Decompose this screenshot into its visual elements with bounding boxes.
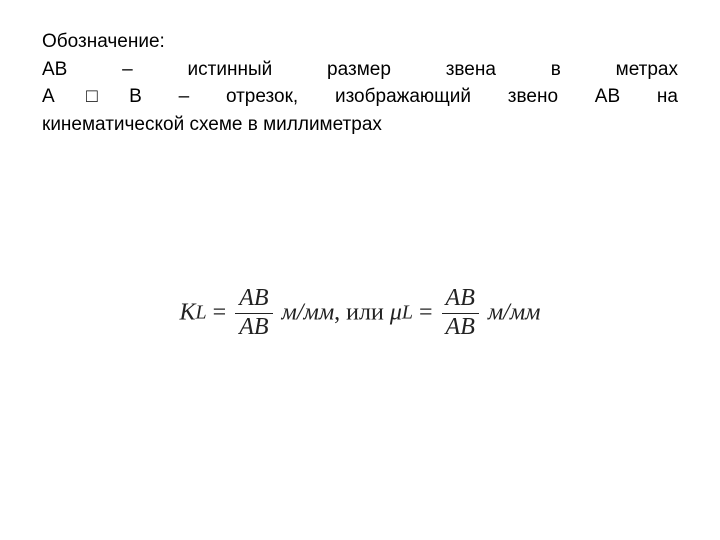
- unit2: м/мм: [482, 300, 541, 326]
- frac1-num: AB: [235, 285, 272, 313]
- sep: , или: [334, 300, 390, 326]
- formula-block: KL = ABAB м/мм, или μL = ABAB м/мм: [0, 285, 720, 341]
- sym-K: K: [180, 300, 196, 326]
- frac2-num: AB: [442, 285, 479, 313]
- heading-line: Обозначение:: [42, 28, 678, 56]
- eq2: =: [413, 300, 439, 326]
- sub-L2: L: [402, 302, 413, 324]
- sub-L1: L: [196, 302, 207, 324]
- formula: KL = ABAB м/мм, или μL = ABAB м/мм: [180, 285, 541, 341]
- fraction-1: ABAB: [235, 285, 272, 341]
- def-line-1: АВ – истинный размер звена в метрах: [42, 56, 678, 84]
- sym-mu: μ: [390, 300, 402, 326]
- def-line-2: А□В – отрезок, изображающий звено АВ на: [42, 83, 678, 111]
- frac1-den: AB: [235, 313, 272, 342]
- eq1: =: [207, 300, 233, 326]
- unit1: м/мм: [276, 300, 335, 326]
- fraction-2: ABAB: [442, 285, 479, 341]
- frac2-den: AB: [442, 313, 479, 342]
- page: Обозначение: АВ – истинный размер звена …: [0, 0, 720, 540]
- def-line-3: кинематической схеме в миллиметрах: [42, 111, 678, 139]
- definition-block: Обозначение: АВ – истинный размер звена …: [42, 28, 678, 138]
